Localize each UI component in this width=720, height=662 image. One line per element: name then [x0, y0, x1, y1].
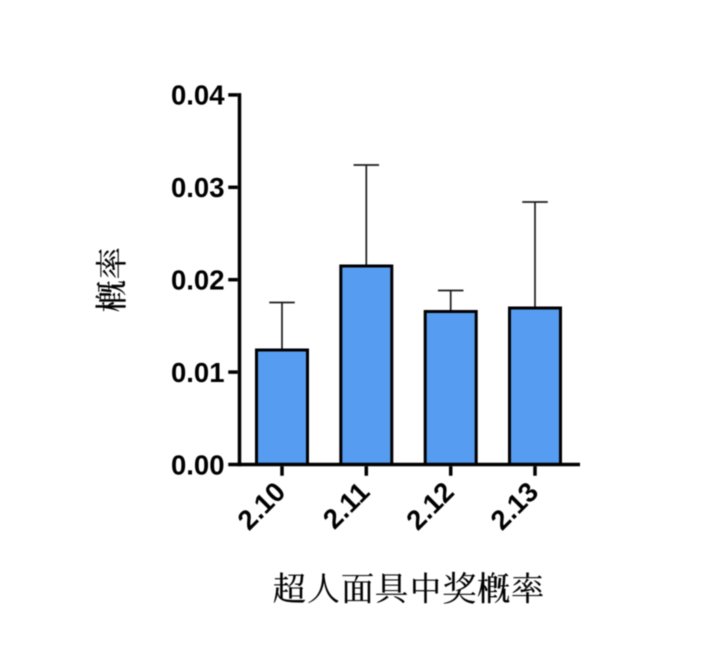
svg-text:0.04: 0.04	[171, 80, 225, 111]
svg-text:0.02: 0.02	[171, 264, 225, 295]
svg-text:0.00: 0.00	[171, 449, 225, 480]
svg-text:0.03: 0.03	[171, 172, 225, 203]
svg-text:0.01: 0.01	[171, 357, 225, 388]
